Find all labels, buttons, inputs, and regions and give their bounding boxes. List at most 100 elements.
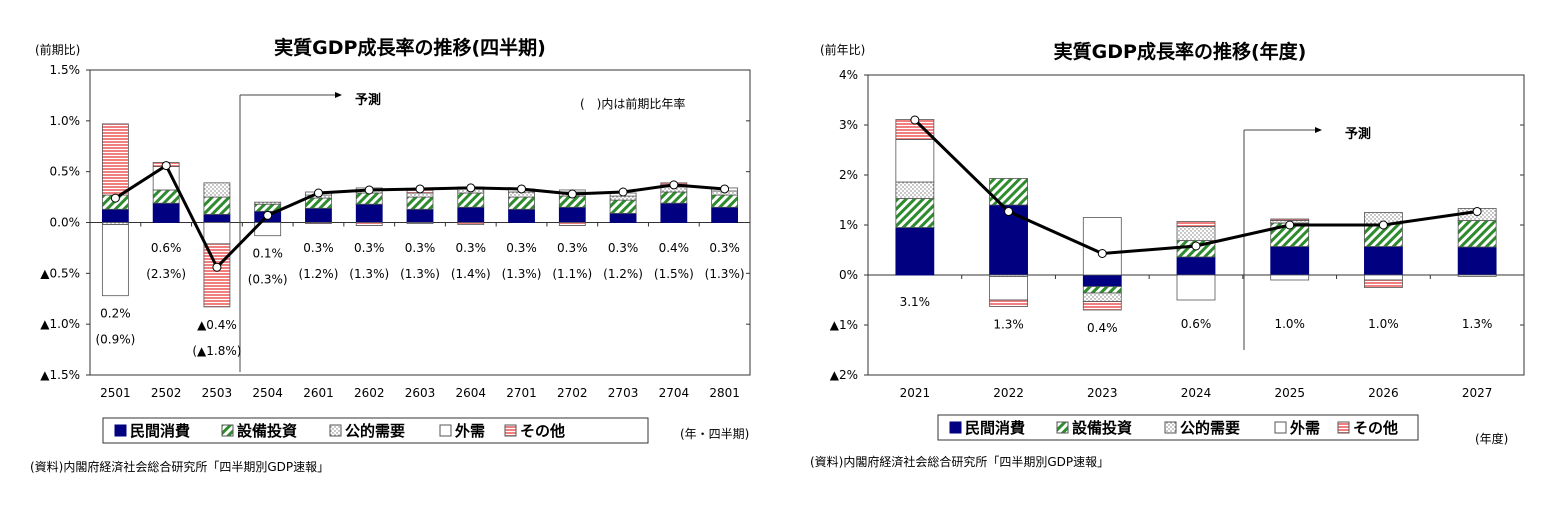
legend-swatch xyxy=(504,424,517,437)
x-tick-label: 2023 xyxy=(1087,386,1118,400)
gdp-growth-point xyxy=(364,185,374,195)
bar-segment-other xyxy=(558,222,586,226)
bar-segment-net-exports xyxy=(989,276,1028,301)
bar-segment-private-consumption xyxy=(895,227,935,276)
bar-segment-public-demand xyxy=(1176,226,1216,241)
gdp-growth-point xyxy=(212,262,222,272)
bar-segment-capex xyxy=(152,189,180,204)
legend-label: 設備投資 xyxy=(237,422,297,440)
bar-segment-private-consumption xyxy=(1270,246,1310,276)
gdp-data-label: 0.2% xyxy=(100,307,131,321)
bar-segment-private-consumption xyxy=(152,202,180,223)
legend-label: 民間消費 xyxy=(965,419,1025,437)
legend-swatch xyxy=(1164,421,1177,434)
gdp-growth-point xyxy=(1191,241,1201,251)
gdp-growth-point xyxy=(910,115,920,125)
y-tick-label: 0% xyxy=(839,268,858,282)
gdp-growth-point xyxy=(263,210,273,220)
legend-label: その他 xyxy=(520,422,565,440)
y-tick-label: ▲2% xyxy=(830,368,858,382)
bar-segment-capex xyxy=(355,192,383,205)
bar-segment-private-consumption xyxy=(406,208,434,223)
legend-label: 設備投資 xyxy=(1072,419,1132,437)
bar-segment-other xyxy=(1082,301,1122,311)
bar-segment-net-exports xyxy=(895,139,935,183)
gdp-growth-point xyxy=(110,193,120,203)
legend-swatch xyxy=(1274,421,1287,434)
gdp-growth-point xyxy=(1285,220,1295,230)
x-tick-label: 2022 xyxy=(993,386,1024,400)
x-tick-label: 2702 xyxy=(557,386,588,400)
legend-swatch xyxy=(114,424,127,437)
legend-label: 民間消費 xyxy=(130,422,190,440)
gdp-annualized-label: (1.2%) xyxy=(603,267,643,281)
bar-segment-private-consumption xyxy=(1082,274,1122,287)
x-tick-label: 2503 xyxy=(202,386,233,400)
gdp-data-label: 0.3% xyxy=(608,241,639,255)
bar-segment-private-consumption xyxy=(1364,246,1403,276)
annualized-note: ( )内は前期比年率 xyxy=(580,96,685,111)
gdp-data-label: ▲0.4% xyxy=(197,318,237,332)
bar-segment-capex xyxy=(989,178,1028,206)
gdp-data-label: 0.1% xyxy=(252,247,283,261)
gdp-growth-point xyxy=(466,183,476,193)
bar-segment-public-demand xyxy=(254,201,282,205)
forecast-arrowhead xyxy=(335,92,342,98)
x-tick-label: 2501 xyxy=(100,386,131,400)
y-tick-label: 0.5% xyxy=(50,165,81,179)
gdp-annualized-label: (1.2%) xyxy=(299,267,339,281)
x-tick-label: 2601 xyxy=(303,386,334,400)
gdp-data-label: 0.3% xyxy=(303,241,334,255)
gdp-data-label: 0.3% xyxy=(456,241,487,255)
bar-segment-capex xyxy=(711,194,739,208)
gdp-growth-point xyxy=(720,184,730,194)
gdp-data-label: 0.3% xyxy=(709,241,740,255)
x-tick-label: 2026 xyxy=(1368,386,1399,400)
gdp-data-label: 0.6% xyxy=(151,241,182,255)
x-tick-label: 2024 xyxy=(1181,386,1212,400)
gdp-annualized-label: (1.3%) xyxy=(400,267,440,281)
y-axis-unit-label: (前年比) xyxy=(820,42,865,57)
bar-segment-net-exports xyxy=(1176,274,1216,301)
gdp-growth-point xyxy=(1004,207,1014,216)
legend-swatch xyxy=(221,424,234,437)
bar-segment-private-consumption xyxy=(660,202,688,223)
gdp-annualized-label: (0.3%) xyxy=(248,273,288,287)
gdp-data-label: 1.0% xyxy=(1368,317,1399,331)
chart-title: 実質GDP成長率の推移(四半期) xyxy=(274,36,546,59)
bar-segment-net-exports xyxy=(406,222,434,224)
y-tick-label: 4% xyxy=(839,68,858,82)
legend-swatch xyxy=(329,424,342,437)
y-tick-label: 1% xyxy=(839,218,858,232)
gdp-annualized-label: (1.4%) xyxy=(451,267,491,281)
y-tick-label: 0.0% xyxy=(50,216,81,230)
bar-segment-public-demand xyxy=(609,195,637,201)
bar-segment-private-consumption xyxy=(305,207,332,223)
x-tick-label: 2021 xyxy=(900,386,931,400)
legend-swatch xyxy=(1056,421,1069,434)
forecast-label: 予測 xyxy=(1345,126,1371,142)
gdp-data-label: 0.3% xyxy=(405,241,436,255)
bar-segment-private-consumption xyxy=(101,208,129,223)
gdp-growth-point xyxy=(1097,249,1107,258)
y-tick-label: 1.5% xyxy=(50,63,81,77)
y-tick-label: ▲0.5% xyxy=(40,266,80,280)
y-tick-label: ▲1.5% xyxy=(40,368,80,382)
gdp-growth-point xyxy=(618,187,628,197)
bar-segment-capex xyxy=(406,196,434,210)
bar-segment-private-consumption xyxy=(203,213,231,223)
gdp-growth-point xyxy=(1472,207,1482,216)
y-axis-unit-label: (前期比) xyxy=(35,42,80,57)
x-axis-unit-label: (年・四半期) xyxy=(680,427,749,441)
bar-segment-private-consumption xyxy=(1176,256,1216,276)
gdp-growth-point xyxy=(1378,220,1388,230)
bar-segment-capex xyxy=(457,192,485,208)
x-tick-label: 2504 xyxy=(252,386,283,400)
gdp-annualized-label: (1.3%) xyxy=(349,267,389,281)
bar-segment-other xyxy=(989,299,1028,307)
bar-segment-other xyxy=(1364,279,1403,288)
forecast-arrowhead xyxy=(1315,127,1322,133)
legend-label: 外需 xyxy=(454,422,485,440)
